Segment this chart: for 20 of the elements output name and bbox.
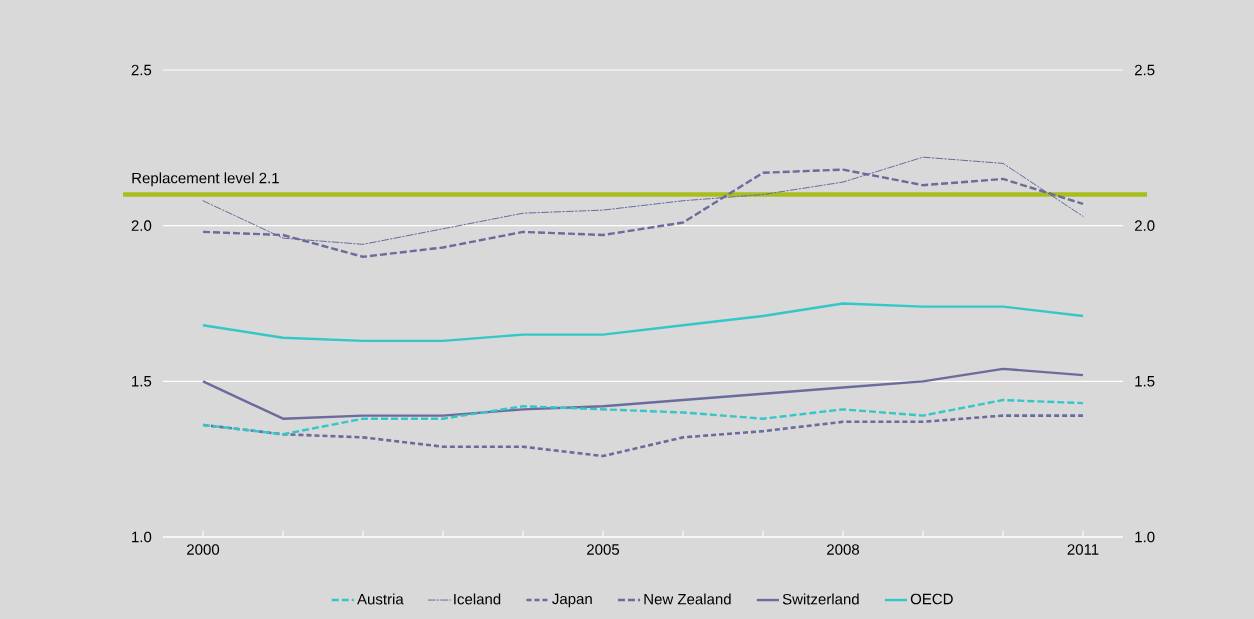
y-tick-label: 2.5	[131, 64, 152, 76]
x-tick-label: 2011	[1067, 544, 1099, 555]
y2-tick-label: 1.0	[1135, 531, 1155, 543]
legend-label: New Zealand	[644, 593, 731, 605]
y2-tick-label: 1.5	[1135, 376, 1155, 387]
x-tick-label: 2000	[187, 544, 220, 555]
x-tick-label: 2008	[827, 544, 860, 555]
legend-label: Iceland	[454, 593, 501, 605]
x-tick-label: 2005	[587, 544, 620, 555]
line-series	[201, 302, 1085, 343]
y-tick-label: 2.0	[131, 220, 152, 231]
y2-tick-label: 2.5	[1134, 64, 1155, 76]
legend-label: Austria	[357, 593, 404, 605]
legend-label: Switzerland	[782, 593, 859, 605]
legend-label: Japan	[552, 593, 592, 608]
legend-label: OECD	[910, 593, 953, 605]
y-tick-label: 1.0	[132, 531, 152, 543]
y-tick-label: 1.5	[132, 376, 152, 387]
y2-tick-label: 2.0	[1134, 220, 1155, 231]
ref-line-label: Replacement level 2.1	[132, 172, 279, 187]
